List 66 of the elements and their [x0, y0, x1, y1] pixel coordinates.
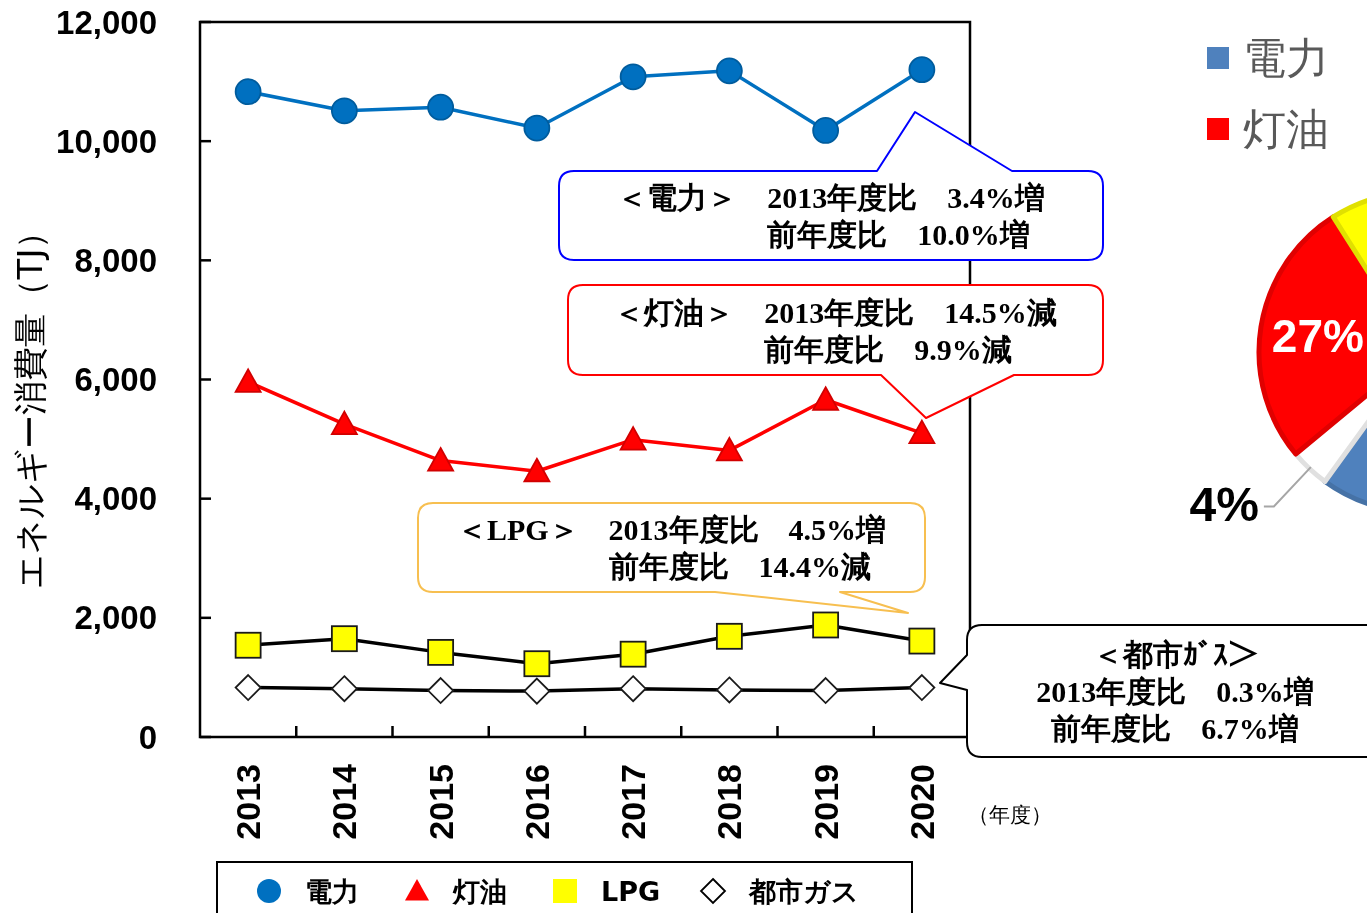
point	[715, 676, 743, 704]
x-tick-label: 2018	[710, 764, 749, 840]
point	[715, 622, 743, 650]
point	[619, 640, 647, 668]
point	[427, 638, 455, 666]
x-tick-label: 2017	[614, 764, 653, 840]
x-tick-label: 2019	[806, 764, 845, 840]
x-tick-label: 2013	[229, 764, 268, 840]
point	[812, 117, 840, 144]
point	[330, 97, 358, 125]
point	[619, 426, 647, 451]
text: ＜都市ｶﾞｽ＞	[1092, 638, 1258, 671]
point	[715, 57, 743, 85]
legend-label: 灯油	[1243, 104, 1329, 154]
point	[523, 650, 551, 678]
point	[908, 56, 936, 84]
point	[812, 677, 840, 704]
point	[812, 386, 840, 411]
annotation: 前年度比 9.9%減	[764, 332, 1012, 366]
text: 2013年度比 0.3%増	[1036, 675, 1314, 708]
point	[908, 674, 936, 701]
legend-label: 灯油	[452, 875, 507, 907]
point	[812, 611, 840, 639]
point	[427, 93, 455, 121]
legend-label: 都市ガス	[748, 875, 859, 907]
annotation: 前年度比 10.0%増	[767, 218, 1030, 251]
point	[523, 677, 551, 705]
text: 前年度比 6.7%増	[1051, 712, 1299, 745]
point	[330, 410, 358, 436]
data-label: 27%	[1271, 309, 1364, 362]
legend-label: 電力	[1243, 33, 1329, 83]
x-tick-label: 2014	[325, 763, 364, 840]
x-tick-label: 2015	[421, 764, 460, 840]
legend-label: 電力	[305, 875, 359, 907]
annotation: ＜灯油＞ 2013年度比 14.5%減	[614, 295, 1057, 329]
legend-label: LPG	[601, 875, 661, 907]
point	[234, 674, 262, 701]
point	[427, 677, 455, 704]
point	[523, 114, 551, 142]
y-axis-title: エネルギー消費量（TJ）	[10, 214, 50, 590]
x-axis-title: （年度）	[968, 803, 1052, 827]
annotation: ＜電力＞ 2013年度比 3.4%増	[617, 181, 1045, 214]
point	[427, 447, 455, 472]
y-tick-label: 8,000	[74, 241, 157, 279]
y-tick-label: 6,000	[74, 361, 157, 398]
point	[908, 627, 936, 655]
point	[330, 675, 358, 703]
point	[715, 437, 743, 462]
x-tick-label: 2016	[517, 764, 556, 840]
point	[234, 368, 262, 393]
point	[523, 457, 551, 483]
y-tick-label: 10,000	[56, 122, 157, 160]
point	[908, 419, 936, 445]
data-label: 4%	[1189, 477, 1259, 531]
annotation: 前年度比 14.4%減	[608, 550, 872, 583]
point	[234, 631, 262, 659]
y-tick-label: 2,000	[74, 599, 157, 637]
y-tick-label: 12,000	[56, 3, 157, 41]
y-tick-label: 4,000	[74, 480, 157, 518]
annotation: ＜LPG＞ 2013年度比 4.5%増	[456, 513, 887, 546]
point	[619, 63, 647, 91]
point	[619, 675, 647, 703]
point	[330, 625, 358, 653]
point	[234, 78, 262, 106]
y-tick-label: 0	[138, 718, 157, 756]
x-tick-label: 2020	[902, 764, 941, 840]
